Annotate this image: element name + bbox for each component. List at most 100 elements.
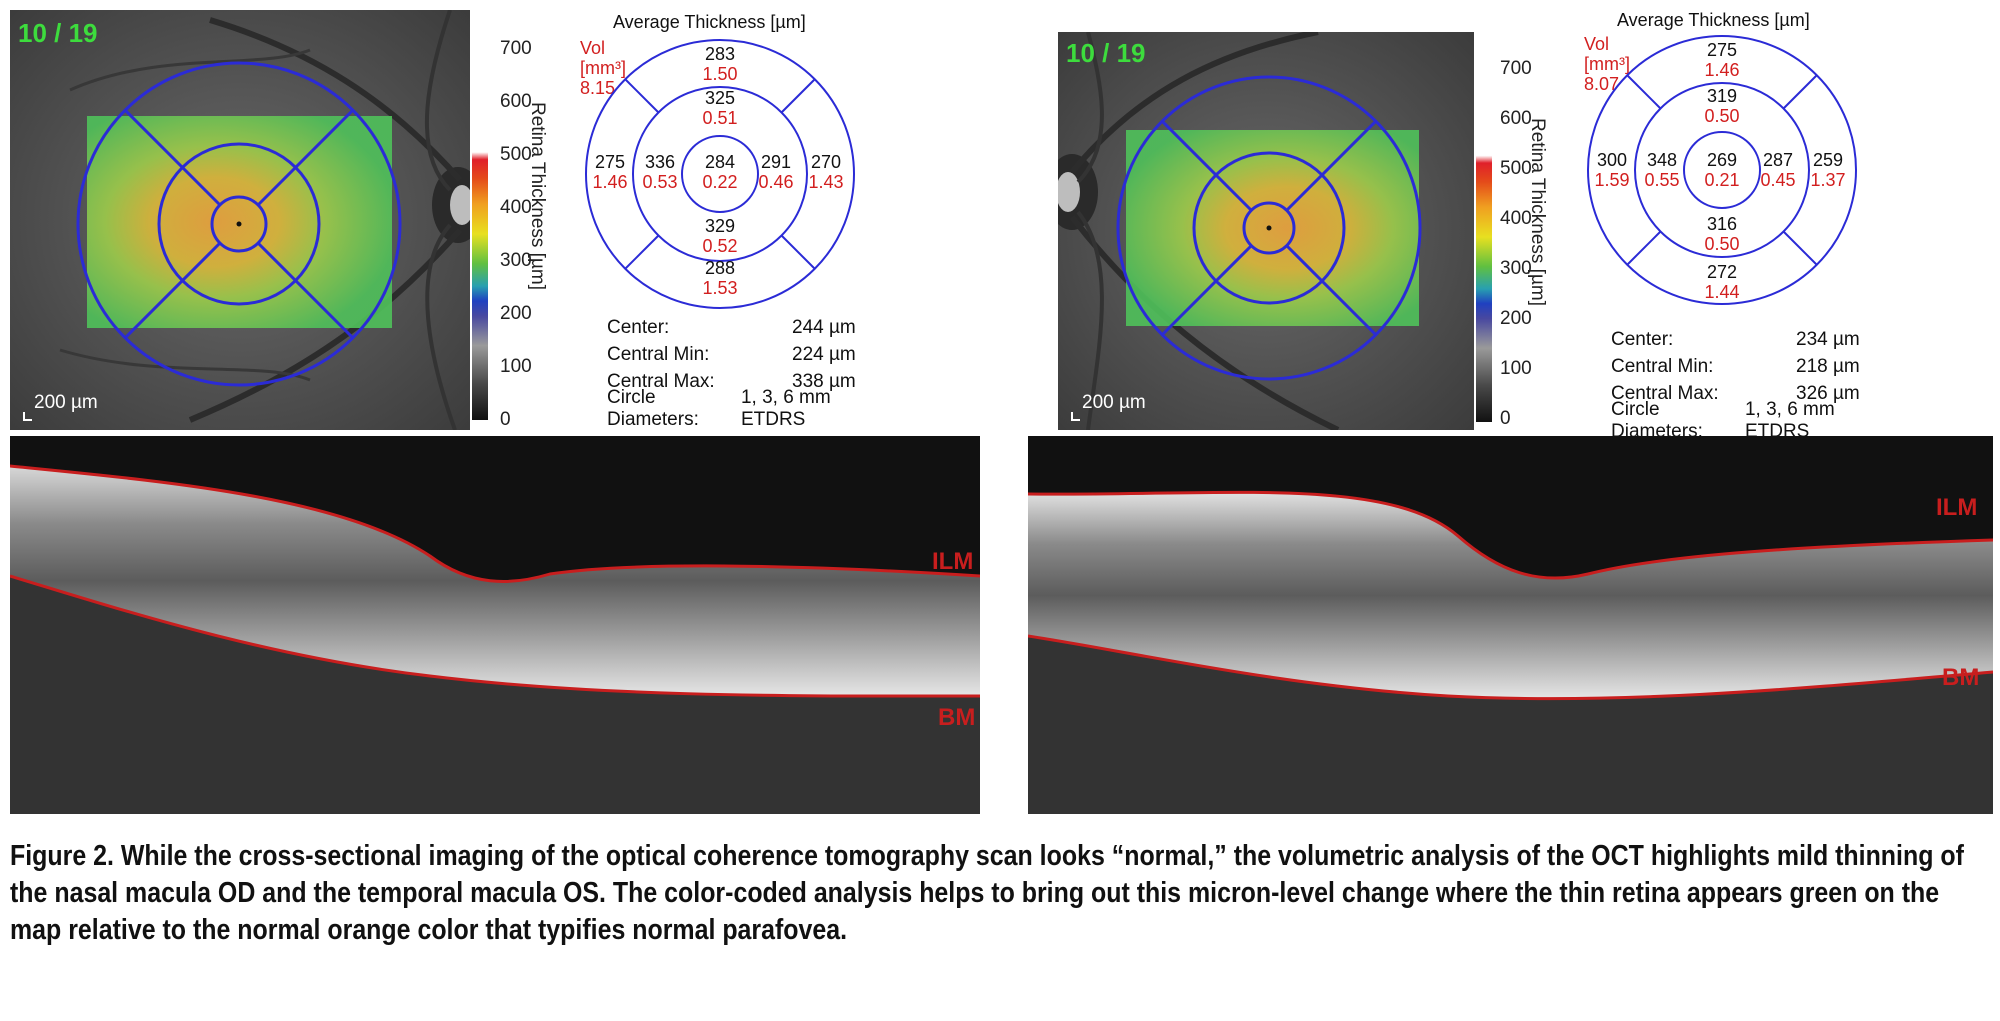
- colorbar-tick: 400: [500, 197, 532, 218]
- sector-thickness: 272: [1706, 262, 1738, 282]
- stat-row: Central Max: 338 µm: [607, 368, 856, 395]
- sector-left-outer: 275 1.46: [586, 152, 634, 192]
- stat-row: Central Max: 326 µm: [1611, 380, 1860, 407]
- colorbar-title: Retina Thickness [µm]: [1527, 118, 1548, 306]
- sector-superior-inner: 319 0.50: [1692, 86, 1752, 126]
- colorbar-tick: 400: [1500, 208, 1532, 229]
- colorbar-tick: 100: [500, 356, 532, 377]
- sector-thickness: 283: [704, 44, 736, 64]
- sector-thickness: 259: [1812, 150, 1844, 170]
- sector-inferior-inner: 316 0.50: [1692, 214, 1752, 254]
- sector-volume: 0.46: [758, 172, 794, 192]
- sector-thickness: 287: [1762, 150, 1794, 170]
- sector-right-outer: 259 1.37: [1804, 150, 1852, 190]
- sector-inferior-inner: 329 0.52: [690, 216, 750, 256]
- sector-superior-inner: 325 0.51: [690, 88, 750, 128]
- sector-thickness: 325: [704, 88, 736, 108]
- sector-thickness: 275: [1706, 40, 1738, 60]
- stat-label: Center:: [1611, 328, 1674, 350]
- sector-superior-outer: 283 1.50: [690, 44, 750, 84]
- sector-thickness: 284: [704, 152, 736, 172]
- stat-value: 338 µm: [792, 370, 856, 392]
- stat-label: Central Max:: [607, 370, 715, 392]
- sector-volume: 1.44: [1704, 282, 1740, 302]
- stat-row: Circle Diameters: 1, 3, 6 mm ETDRS: [1611, 399, 1860, 442]
- volume-total: 8.07: [1584, 74, 1620, 94]
- sector-volume: 0.51: [702, 108, 738, 128]
- sector-volume: 0.52: [702, 236, 738, 256]
- stat-label: Central Min:: [1611, 355, 1714, 377]
- sector-volume: 0.50: [1704, 234, 1740, 254]
- scale-bar-label: 200 µm: [34, 392, 98, 413]
- scan-index-label: 10 / 19: [1066, 38, 1146, 68]
- stat-value: 234 µm: [1796, 328, 1860, 350]
- colorbar-tick: 500: [500, 144, 532, 165]
- stat-row: Center: 244 µm: [607, 314, 856, 341]
- sector-thickness: 348: [1646, 150, 1678, 170]
- sector-right-inner: 291 0.46: [752, 152, 800, 192]
- colorbar-tick: 200: [1500, 308, 1532, 329]
- bm-label: BM: [1942, 664, 1980, 691]
- sector-volume: 1.37: [1810, 170, 1846, 190]
- thickness-colorbar: [1476, 52, 1492, 422]
- sector-thickness: 275: [594, 152, 626, 172]
- colorbar-title: Retina Thickness [µm]: [527, 102, 548, 290]
- sector-volume: 1.59: [1594, 170, 1630, 190]
- sector-thickness: 288: [704, 258, 736, 278]
- colorbar-tick: 600: [500, 91, 532, 112]
- sector-thickness: 291: [760, 152, 792, 172]
- stat-value: 218 µm: [1796, 355, 1860, 377]
- sector-right-inner: 287 0.45: [1754, 150, 1802, 190]
- sector-superior-outer: 275 1.46: [1692, 40, 1752, 80]
- fundus-image-os: 10 / 19 200 µm: [1058, 32, 1474, 430]
- thickness-colorbar: [472, 48, 488, 420]
- etdrs-grid: [1587, 35, 1857, 305]
- colorbar-tick: 700: [500, 38, 532, 59]
- sector-volume: 1.53: [702, 278, 738, 298]
- sector-left-inner: 348 0.55: [1638, 150, 1686, 190]
- sector-volume: 0.22: [702, 172, 738, 192]
- etdrs-title: Average Thickness [µm]: [613, 12, 806, 32]
- stat-row: Circle Diameters: 1, 3, 6 mm ETDRS: [607, 387, 856, 430]
- thickness-stats: Center: 234 µm Central Min: 218 µm Central…: [1611, 326, 1860, 442]
- colorbar-tick: 300: [1500, 258, 1532, 279]
- sector-thickness: 270: [810, 152, 842, 172]
- sector-center: 269 0.21: [1696, 150, 1748, 190]
- stat-value: 244 µm: [792, 316, 856, 338]
- volume-label: Vol [mm³] 8.07: [1584, 34, 1630, 94]
- etdrs-title: Average Thickness [µm]: [1617, 10, 1810, 30]
- stat-label: Central Max:: [1611, 382, 1719, 404]
- volume-label-text: Vol [mm³]: [580, 38, 626, 78]
- sector-thickness: 269: [1706, 150, 1738, 170]
- sector-thickness: 300: [1596, 150, 1628, 170]
- thickness-stats: Center: 244 µm Central Min: 224 µm Central…: [607, 314, 856, 430]
- sector-center: 284 0.22: [694, 152, 746, 192]
- sector-volume: 1.46: [1704, 60, 1740, 80]
- sector-volume: 0.21: [1704, 170, 1740, 190]
- stat-value: 224 µm: [792, 343, 856, 365]
- stat-value: 326 µm: [1796, 382, 1860, 404]
- stat-label: Circle Diameters:: [607, 386, 699, 430]
- stat-value: 1, 3, 6 mm ETDRS: [740, 386, 831, 430]
- stat-label: Central Min:: [607, 343, 710, 365]
- volume-total: 8.15: [580, 78, 616, 98]
- colorbar-tick: 700: [1500, 58, 1532, 79]
- sector-thickness: 336: [644, 152, 676, 172]
- sector-left-inner: 336 0.53: [636, 152, 684, 192]
- stat-row: Center: 234 µm: [1611, 326, 1860, 353]
- sector-thickness: 316: [1706, 214, 1738, 234]
- sector-thickness: 329: [704, 216, 736, 236]
- ilm-label: ILM: [1936, 494, 1978, 521]
- fundus-image-od: 10 / 19 200 µm: [10, 10, 470, 430]
- sector-volume: 1.50: [702, 64, 738, 84]
- stat-row: Central Min: 224 µm: [607, 341, 856, 368]
- scale-bar-label: 200 µm: [1082, 392, 1146, 413]
- sector-right-outer: 270 1.43: [802, 152, 850, 192]
- sector-thickness: 319: [1706, 86, 1738, 106]
- etdrs-grid: [585, 39, 855, 309]
- colorbar-tick: 0: [500, 409, 511, 430]
- stat-label: Center:: [607, 316, 670, 338]
- sector-inferior-outer: 288 1.53: [690, 258, 750, 298]
- colorbar-tick: 200: [500, 303, 532, 324]
- sector-volume: 1.43: [808, 172, 844, 192]
